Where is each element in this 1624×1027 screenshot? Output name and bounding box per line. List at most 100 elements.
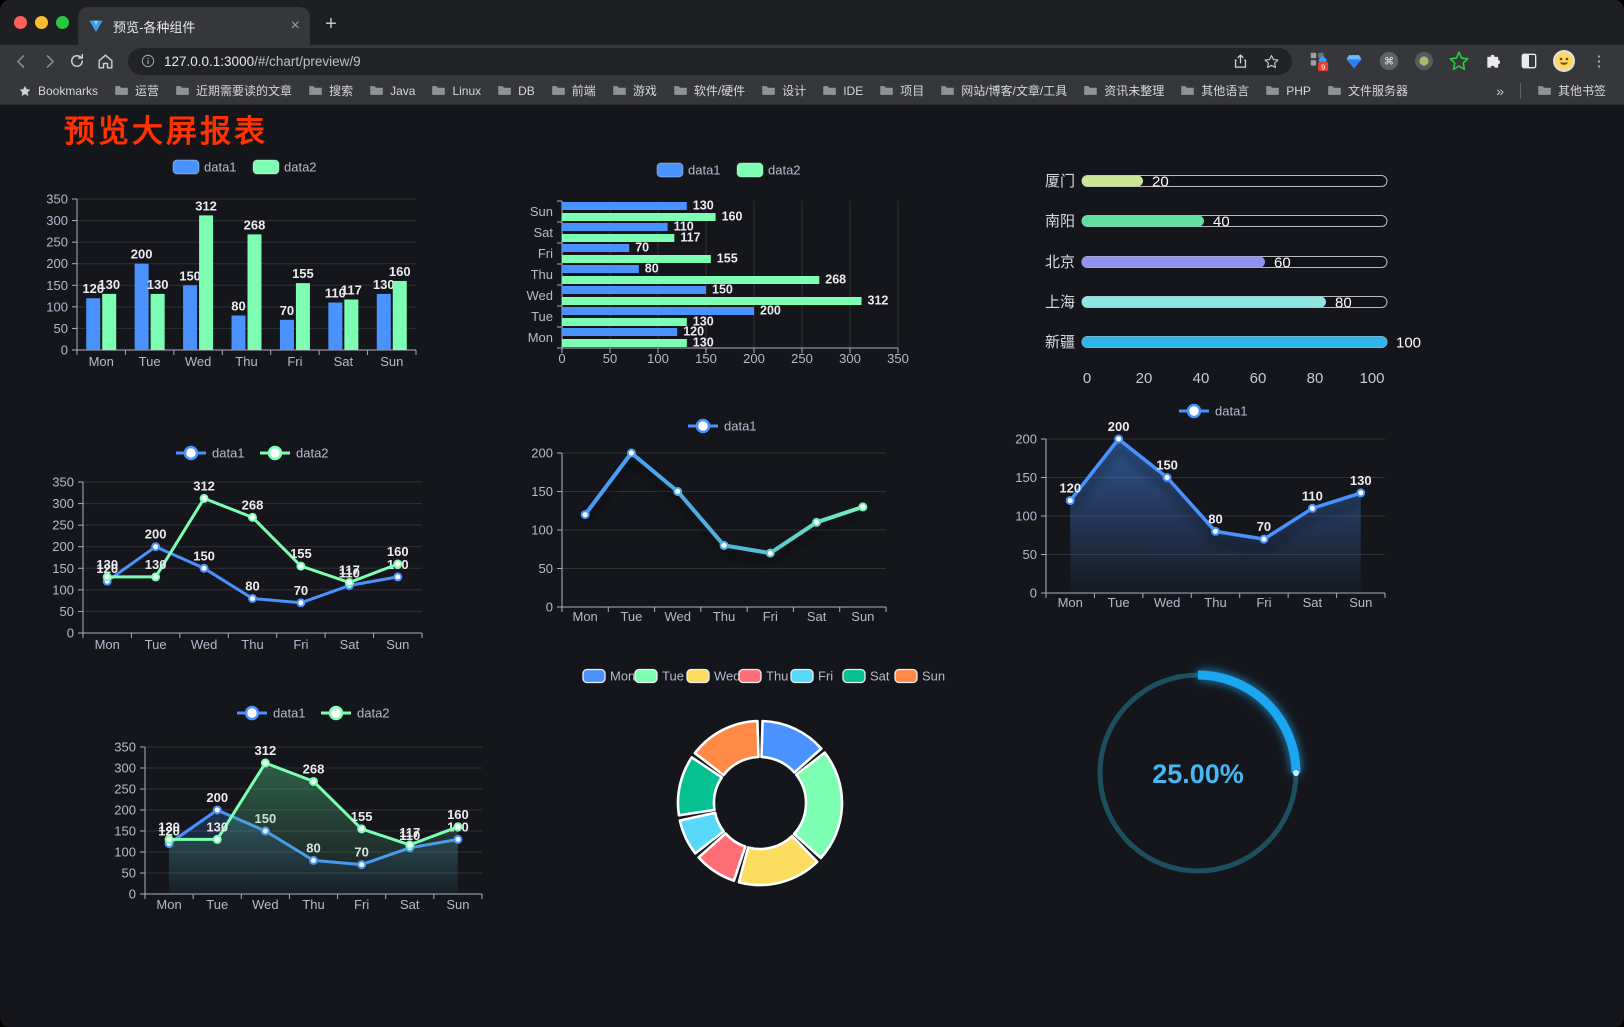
- legend-swatch: [582, 668, 606, 684]
- svg-text:Sat: Sat: [1303, 595, 1323, 610]
- chart-area-two-series[interactable]: 0 50 100 150 200 250 300 350 Mon Tue Wed Thu Fri Sat S…: [114, 706, 483, 913]
- bookmark-star-icon[interactable]: [1263, 53, 1280, 70]
- tab-manager-extension-icon[interactable]: 9: [1306, 48, 1332, 74]
- pie-slice-Sat: [676, 756, 724, 817]
- browser-tab[interactable]: 预览-各种组件 ×: [78, 7, 310, 45]
- svg-text:50: 50: [1023, 547, 1037, 562]
- url-bar[interactable]: 127.0.0.1:3000/#/chart/preview/9: [128, 47, 1292, 75]
- bookmark-folder[interactable]: 文件服务器: [1321, 80, 1414, 101]
- new-tab-button[interactable]: +: [325, 13, 337, 35]
- bar: [150, 293, 165, 350]
- bookmark-folder[interactable]: Linux: [425, 81, 487, 100]
- bookmark-folder[interactable]: 其他语言: [1174, 80, 1255, 101]
- site-info-icon[interactable]: [140, 53, 156, 69]
- bookmark-folder[interactable]: DB: [491, 81, 541, 100]
- svg-text:70: 70: [635, 241, 649, 255]
- svg-text:200: 200: [531, 446, 553, 461]
- bookmark-folder[interactable]: 近期需要读的文章: [169, 80, 298, 101]
- bookmark-folder[interactable]: PHP: [1259, 81, 1317, 100]
- svg-text:Fri: Fri: [354, 897, 369, 912]
- svg-text:120: 120: [82, 281, 104, 296]
- svg-text:Tue: Tue: [620, 609, 642, 624]
- svg-text:268: 268: [825, 273, 846, 287]
- zoom-window-button[interactable]: [56, 16, 69, 29]
- bookmark-folder[interactable]: 软件/硬件: [667, 80, 751, 101]
- svg-text:50: 50: [54, 321, 68, 336]
- gem-extension-icon[interactable]: [1341, 48, 1367, 74]
- bookmark-folder[interactable]: 资讯未整理: [1077, 80, 1170, 101]
- svg-text:Wed: Wed: [527, 288, 554, 303]
- bookmark-folder-label: PHP: [1286, 83, 1311, 98]
- svg-text:155: 155: [351, 809, 373, 824]
- green-star-extension-icon[interactable]: [1446, 48, 1472, 74]
- chart-line-two-series[interactable]: 0 50 100 150 200 250 300 350 Mon Tue Wed Thu Fri Sat S…: [52, 446, 423, 653]
- close-window-button[interactable]: [14, 16, 27, 29]
- bar: [562, 276, 820, 284]
- chart-grouped-hbar[interactable]: 0 50 100 150 200 250 300 350 Sun Sat Fri Thu Wed Tue M…: [527, 162, 909, 367]
- other-bookmarks-item[interactable]: 其他书签: [1531, 80, 1612, 101]
- bookmark-folder[interactable]: 运营: [108, 80, 165, 101]
- folder-icon: [880, 86, 893, 95]
- chart-ring-gauge[interactable]: 25.00%: [1097, 670, 1301, 874]
- svg-text:0: 0: [61, 343, 68, 358]
- bookmark-folder[interactable]: 游戏: [606, 80, 663, 101]
- chart-donut[interactable]: Mon Tue Wed Thu Fri Sat Sun: [582, 668, 945, 887]
- home-icon[interactable]: [92, 48, 118, 74]
- browser-menu-icon[interactable]: ⋮: [1591, 53, 1607, 70]
- svg-text:150: 150: [114, 824, 136, 839]
- share-icon[interactable]: [1232, 53, 1249, 70]
- legend-swatch: [738, 668, 762, 684]
- bookmark-folder[interactable]: 前端: [545, 80, 602, 101]
- chart-line-gradient[interactable]: 0 50 100 150 200 Mon Tue Wed Thu Fri Sat Sun data1: [531, 419, 887, 625]
- bookmark-folder[interactable]: 网站/博客/文章/工具: [934, 80, 1073, 101]
- svg-text:150: 150: [1015, 470, 1037, 485]
- svg-text:Wed: Wed: [252, 897, 279, 912]
- bookmark-folder[interactable]: 设计: [755, 80, 812, 101]
- legend-swatch: [252, 159, 280, 175]
- legend-swatch: [686, 668, 710, 684]
- series-data1: 120 200 150 80 70 110 130: [82, 247, 395, 350]
- dark-mode-extension-icon[interactable]: [1516, 48, 1542, 74]
- bookmark-folder[interactable]: 搜索: [302, 80, 359, 101]
- bookmark-folder[interactable]: 项目: [873, 80, 930, 101]
- chart-grouped-bar[interactable]: 0 50 100 150 200 250 300 350 Mon Tue Wed Thu Fri Sat S…: [46, 159, 417, 370]
- recorder-extension-icon[interactable]: [1411, 48, 1437, 74]
- bookmarks-overflow-chevron[interactable]: »: [1496, 82, 1504, 99]
- chart-area-single[interactable]: 0 50 100 150 200 Mon Tue Wed Thu Fri Sat Sun 120 200 1…: [1015, 404, 1386, 611]
- svg-text:Sat: Sat: [533, 225, 553, 240]
- svg-text:100: 100: [647, 351, 669, 366]
- legend-swatch: [790, 668, 814, 684]
- minimize-window-button[interactable]: [35, 16, 48, 29]
- svg-text:200: 200: [1015, 432, 1037, 447]
- command-extension-icon[interactable]: ⌘: [1376, 48, 1402, 74]
- svg-text:150: 150: [179, 268, 201, 283]
- svg-text:200: 200: [46, 256, 68, 271]
- legend-swatch: [736, 162, 764, 178]
- bookmark-folder-label: 设计: [782, 84, 807, 98]
- line-series-data1: [583, 451, 865, 556]
- svg-text:Mon: Mon: [1058, 595, 1083, 610]
- svg-text:200: 200: [760, 304, 781, 318]
- svg-text:312: 312: [193, 478, 215, 493]
- bookmark-folder[interactable]: IDE: [816, 81, 869, 100]
- url-text[interactable]: 127.0.0.1:3000/#/chart/preview/9: [164, 54, 361, 69]
- svg-text:80: 80: [1208, 511, 1222, 526]
- bookmarks-manager-item[interactable]: Bookmarks: [12, 82, 104, 100]
- svg-text:150: 150: [531, 484, 553, 499]
- profile-avatar[interactable]: [1551, 48, 1577, 74]
- back-icon[interactable]: [8, 48, 34, 74]
- extensions-puzzle-icon[interactable]: [1481, 48, 1507, 74]
- svg-text:300: 300: [114, 761, 136, 776]
- svg-text:200: 200: [743, 351, 765, 366]
- forward-icon[interactable]: [36, 48, 62, 74]
- svg-text:350: 350: [887, 351, 909, 366]
- chart-city-progress[interactable]: 厦门 20 南阳 40 北京 60 上海 80 新疆 100 0 20 40 60 80 100: [1045, 173, 1421, 387]
- bookmark-folder[interactable]: Java: [363, 81, 421, 100]
- svg-text:80: 80: [245, 578, 259, 593]
- marker: [309, 776, 318, 786]
- reload-icon[interactable]: [64, 48, 90, 74]
- tab-close-icon[interactable]: ×: [290, 17, 300, 34]
- gauge-progress-end: [1293, 770, 1299, 776]
- svg-text:Sat: Sat: [807, 609, 827, 624]
- svg-text:100: 100: [114, 845, 136, 860]
